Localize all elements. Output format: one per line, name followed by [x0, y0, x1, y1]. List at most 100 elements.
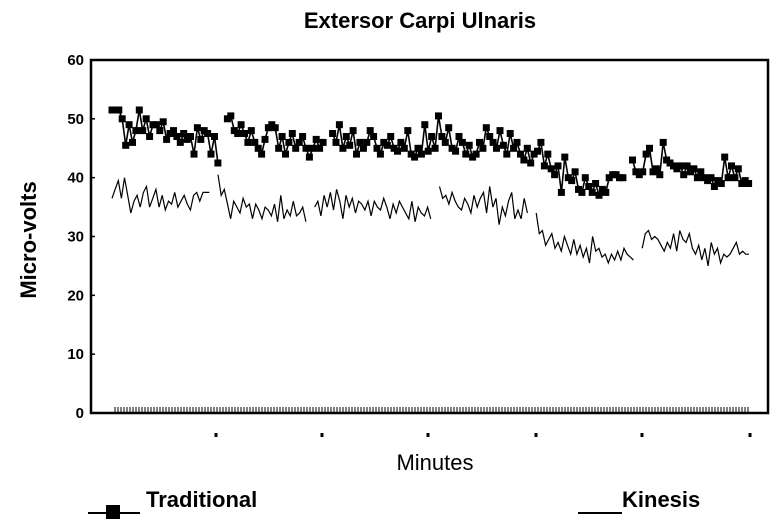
data-point: [445, 124, 453, 132]
legend-traditional: Traditional: [88, 487, 257, 519]
data-point: [551, 171, 559, 179]
x-tick-mark: [426, 433, 430, 437]
data-point: [132, 127, 140, 135]
data-point: [462, 150, 470, 158]
x-tick-mark: [640, 433, 644, 437]
data-point: [656, 171, 664, 179]
series-line-kinesis: [314, 189, 432, 222]
data-point: [125, 121, 133, 129]
y-tick-label: 60: [67, 52, 84, 69]
data-point: [493, 144, 500, 152]
data-point: [329, 130, 337, 137]
data-point: [506, 130, 514, 137]
data-point: [547, 165, 555, 173]
data-point: [544, 150, 552, 158]
data-point: [234, 130, 242, 137]
data-point: [247, 127, 255, 135]
data-point: [387, 133, 395, 140]
data-point: [676, 162, 684, 170]
data-point: [523, 144, 531, 152]
data-point: [693, 174, 701, 182]
data-point: [472, 150, 480, 158]
data-point: [417, 150, 425, 158]
data-point: [496, 127, 504, 135]
data-point: [745, 180, 753, 187]
data-point: [176, 138, 184, 146]
data-point: [520, 156, 528, 164]
data-point: [602, 188, 610, 196]
legend-traditional-label: Traditional: [146, 487, 257, 512]
data-point: [424, 147, 432, 155]
data-point: [312, 135, 320, 143]
x-tick-marks: [214, 433, 752, 437]
data-point: [316, 144, 324, 152]
data-point: [489, 138, 497, 146]
legend-kinesis-label: Kinesis: [622, 487, 700, 512]
data-point: [275, 144, 283, 152]
data-point: [251, 138, 259, 146]
data-point: [180, 130, 188, 137]
data-point: [585, 183, 593, 190]
data-point: [237, 121, 245, 129]
data-point: [482, 124, 490, 132]
data-point: [414, 144, 422, 152]
plot-area: [89, 58, 770, 415]
data-point: [537, 138, 545, 146]
data-point: [394, 147, 401, 155]
data-point: [278, 133, 286, 140]
x-axis-label: Minutes: [396, 450, 473, 475]
data-point: [561, 153, 569, 161]
data-point: [646, 144, 653, 152]
data-point: [244, 138, 252, 146]
data-point: [438, 133, 446, 140]
data-point: [517, 150, 524, 158]
data-point: [486, 133, 494, 140]
data-point: [619, 174, 627, 182]
data-point: [122, 141, 130, 149]
data-point: [455, 133, 463, 140]
data-point: [595, 191, 603, 199]
data-point: [527, 159, 535, 167]
data-point: [728, 162, 735, 170]
data-point: [187, 133, 194, 140]
data-point: [349, 127, 357, 135]
data-point: [479, 144, 487, 152]
data-point: [115, 106, 123, 114]
data-point: [513, 138, 521, 146]
x-tick-mark: [214, 433, 218, 437]
data-point: [724, 174, 732, 182]
data-point: [359, 144, 367, 152]
data-point: [710, 183, 718, 190]
data-point: [190, 150, 198, 158]
data-point: [295, 138, 303, 146]
data-point: [717, 180, 725, 187]
x-tick-mark: [748, 433, 752, 437]
data-point: [734, 165, 742, 173]
data-point: [683, 162, 691, 170]
series-line-kinesis: [438, 186, 528, 225]
series-traditional: [108, 106, 753, 199]
data-point: [540, 162, 548, 170]
data-point: [366, 127, 374, 135]
data-point: [261, 135, 269, 143]
series-kinesis: [111, 174, 749, 267]
y-tick-label: 50: [67, 111, 84, 128]
data-point: [411, 153, 419, 161]
data-point: [697, 168, 705, 176]
data-point: [204, 130, 212, 137]
data-point: [211, 133, 218, 140]
data-point: [332, 138, 340, 146]
data-point: [428, 133, 436, 140]
data-point: [197, 135, 205, 143]
data-point: [163, 135, 171, 143]
data-point: [400, 144, 408, 152]
data-point: [721, 153, 729, 161]
data-point: [404, 127, 412, 135]
data-point: [152, 121, 160, 129]
data-point: [568, 177, 576, 185]
data-point: [156, 127, 164, 135]
data-point: [503, 150, 511, 158]
data-point: [421, 121, 429, 129]
data-point: [476, 138, 483, 146]
y-tick-label: 20: [67, 287, 84, 304]
